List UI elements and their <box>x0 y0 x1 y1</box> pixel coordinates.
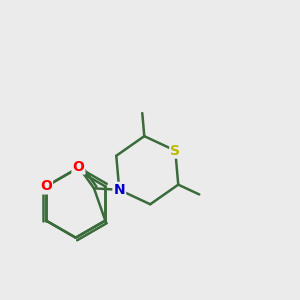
Text: N: N <box>113 183 125 197</box>
Text: O: O <box>73 160 84 174</box>
Text: O: O <box>40 179 52 194</box>
Text: S: S <box>170 144 180 158</box>
